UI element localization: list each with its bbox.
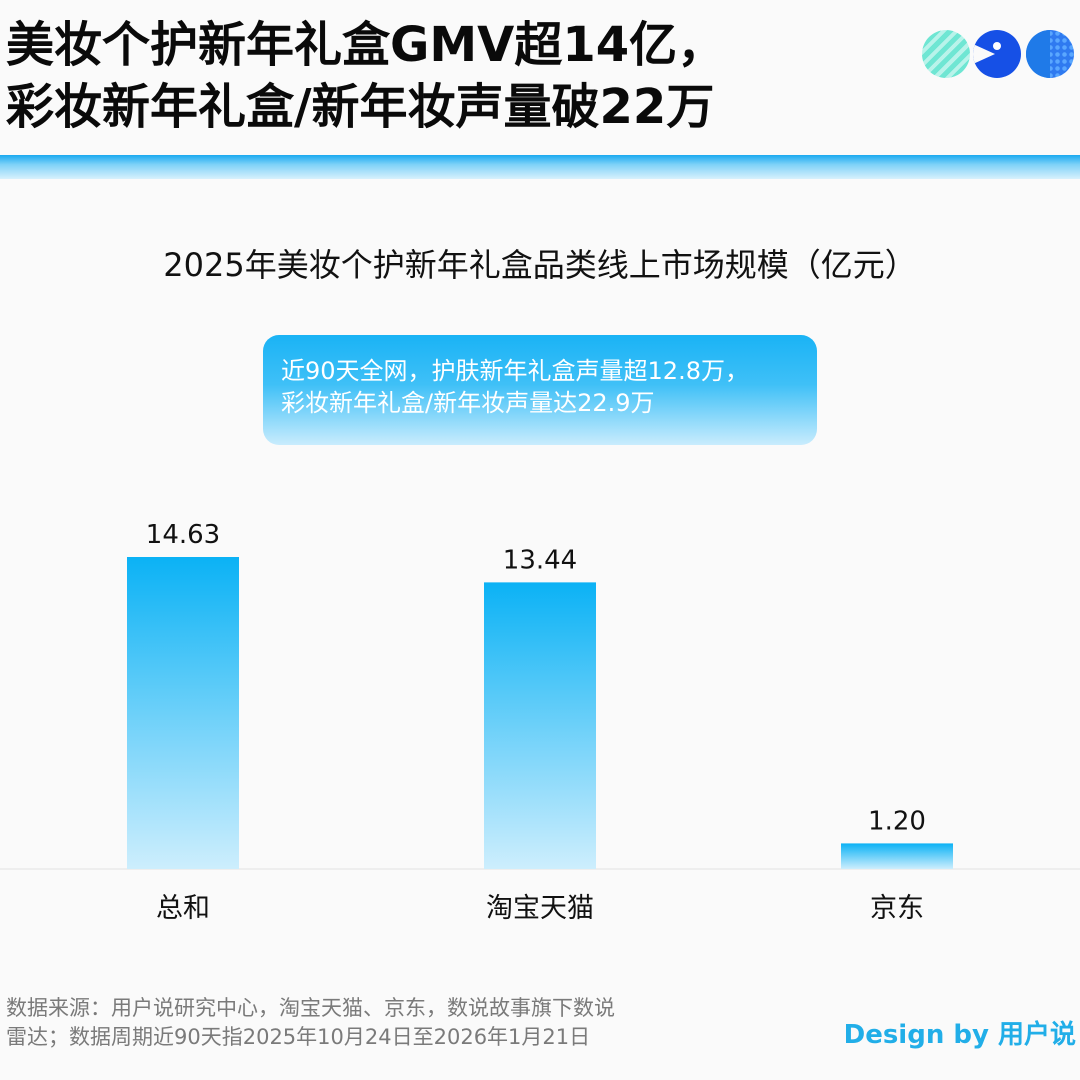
chart-title: 2025年美妆个护新年礼盒品类线上市场规模（亿元）	[163, 246, 917, 284]
bar-value-label: 13.44	[503, 545, 577, 575]
pacman-icon	[973, 30, 1021, 78]
callout-box: 近90天全网，护肤新年礼盒声量超12.8万， 彩妆新年礼盒/新年妆声量达22.9…	[263, 335, 817, 445]
callout-line-2: 彩妆新年礼盒/新年妆声量达22.9万	[281, 389, 655, 417]
design-credit: Design by 用户说	[843, 1020, 1076, 1050]
source-note-line-1: 数据来源：用户说研究中心，淘宝天猫、京东，数说故事旗下数说	[6, 996, 615, 1020]
headline: 美妆个护新年礼盒GMV超14亿， 彩妆新年礼盒/新年妆声量破22万	[6, 14, 725, 138]
bar-chart: 14.63 总和 13.44 淘宝天猫 1.20 京东	[0, 520, 1080, 924]
bar-value-label: 1.20	[868, 806, 926, 836]
callout-line-1: 近90天全网，护肤新年礼盒声量超12.8万，	[281, 357, 749, 385]
stripe-circle-icon	[922, 30, 970, 78]
source-note-line-2: 雷达；数据周期近90天指2025年10月24日至2026年1月21日	[6, 1025, 591, 1049]
source-note: 数据来源：用户说研究中心，淘宝天猫、京东，数说故事旗下数说 雷达；数据周期近90…	[6, 994, 615, 1052]
dotted-circle-icon	[1026, 30, 1074, 78]
bar-value-label: 14.63	[146, 520, 220, 550]
header-accent-bar	[0, 155, 1080, 179]
category-label: 京东	[870, 893, 924, 924]
bar-1	[127, 557, 239, 869]
bar-2	[484, 582, 596, 869]
category-label: 淘宝天猫	[486, 893, 594, 924]
category-label: 总和	[156, 893, 210, 924]
bar-3	[841, 843, 953, 869]
header: 美妆个护新年礼盒GMV超14亿， 彩妆新年礼盒/新年妆声量破22万	[0, 0, 1080, 160]
headline-line-2: 彩妆新年礼盒/新年妆声量破22万	[6, 79, 715, 135]
headline-line-1: 美妆个护新年礼盒GMV超14亿，	[6, 17, 726, 73]
